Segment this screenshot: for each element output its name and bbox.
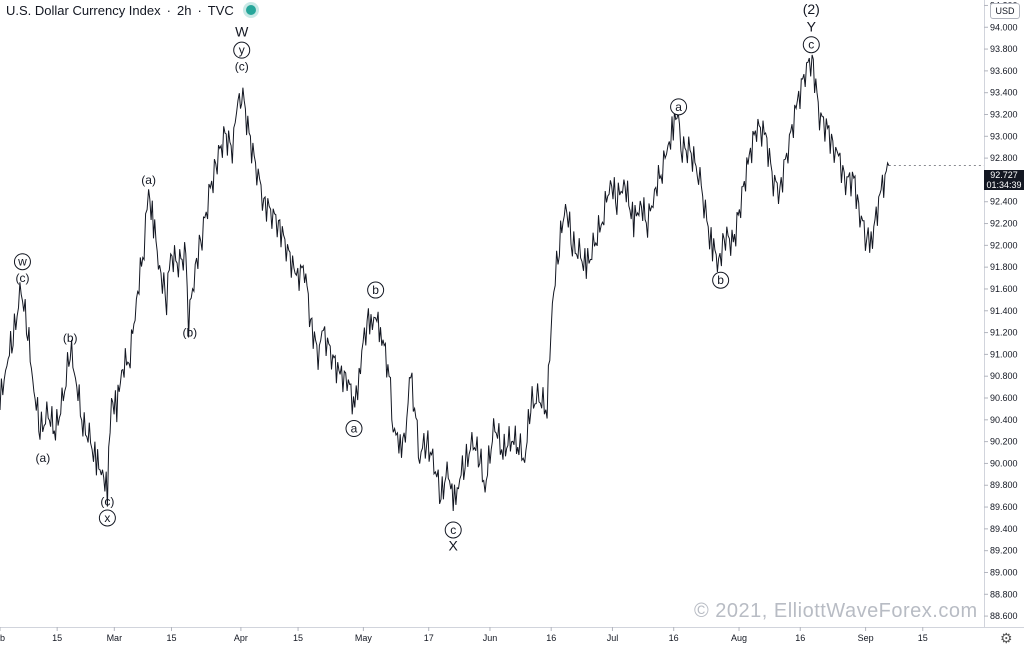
wave-label: y (239, 43, 245, 57)
time-axis-label: 16 (546, 633, 556, 643)
price-axis-label: 93.800 (990, 44, 1018, 54)
wave-label: (b) (183, 326, 198, 340)
price-axis-label: 89.200 (990, 546, 1018, 556)
symbol-name[interactable]: U.S. Dollar Currency Index (6, 2, 161, 18)
price-axis-label: 91.400 (990, 306, 1018, 316)
wave-label: X (449, 537, 459, 553)
price-axis-label: 93.600 (990, 66, 1018, 76)
price-axis-label: 89.600 (990, 502, 1018, 512)
price-axis-label: 91.000 (990, 349, 1018, 359)
last-price: 92.727 (990, 170, 1018, 180)
wave-label: a (675, 100, 682, 114)
price-axis-label: 89.800 (990, 480, 1018, 490)
wave-label: (2) (803, 1, 820, 17)
wave-label: (a) (141, 173, 156, 187)
wave-label-circle (444, 521, 462, 539)
wave-label: b (717, 273, 724, 287)
wave-label: Y (807, 18, 817, 34)
wave-label-circle (98, 509, 116, 527)
interval-label[interactable]: 2h (176, 2, 192, 18)
time-axis-label: Sep (858, 633, 874, 643)
price-axis-label: 89.000 (990, 567, 1018, 577)
chart-legend: U.S. Dollar Currency Index · 2h · TVC (6, 0, 256, 20)
time-axis-label: 16 (669, 633, 679, 643)
price-axis-label: 90.600 (990, 393, 1018, 403)
separator: · (197, 2, 202, 18)
time-axis-label: 15 (52, 633, 62, 643)
price-axis-label: 88.600 (990, 611, 1018, 621)
price-axis-label: 88.800 (990, 589, 1018, 599)
last-price-tag: 92.727 01:34:39 (984, 170, 1024, 190)
wave-label: (c) (100, 495, 114, 509)
time-axis-label: Mar (107, 633, 123, 643)
time-axis-label: May (355, 633, 373, 643)
wave-label: a (351, 422, 358, 436)
price-axis-label: 93.200 (990, 109, 1018, 119)
wave-label-circle (13, 253, 31, 271)
time-axis-label: Apr (234, 633, 248, 643)
price-axis-label: 93.000 (990, 131, 1018, 141)
time-axis-label: 15 (918, 633, 928, 643)
time-axis-label: eb (0, 633, 5, 643)
wave-label: (a) (36, 451, 51, 465)
currency-label: USD (995, 6, 1015, 16)
bar-countdown: 01:34:39 (986, 180, 1022, 190)
currency-button[interactable]: USD (990, 3, 1020, 19)
wave-label-circle (802, 36, 820, 54)
price-axis-label: 91.200 (990, 328, 1018, 338)
wave-label-circle (345, 420, 363, 438)
time-axis-label: 16 (795, 633, 805, 643)
price-axis-label: 89.400 (990, 524, 1018, 534)
separator: · (166, 2, 171, 18)
wave-label: W (235, 24, 249, 40)
source-label: TVC (207, 2, 234, 18)
watermark: © 2021, ElliottWaveForex.com (694, 600, 978, 622)
wave-label-circle (367, 281, 385, 299)
wave-label: (b) (63, 331, 78, 345)
market-status-icon[interactable] (245, 5, 256, 15)
price-axis-label: 90.800 (990, 371, 1018, 381)
time-axis-label: Jun (483, 633, 498, 643)
wave-label: c (450, 523, 456, 537)
price-axis-label: 92.000 (990, 240, 1018, 250)
price-axis-label: 91.800 (990, 262, 1018, 272)
wave-label: b (372, 283, 379, 297)
wave-label: w (17, 255, 27, 269)
price-axis-label: 90.200 (990, 437, 1018, 447)
wave-label: (c) (15, 271, 29, 285)
price-axis-label: 90.400 (990, 415, 1018, 425)
settings-gear-icon[interactable]: ⚙ (1000, 630, 1013, 646)
price-axis-label: 92.800 (990, 153, 1018, 163)
wave-label-circle (712, 271, 730, 289)
price-axis-label: 90.000 (990, 458, 1018, 468)
price-axis-label: 92.200 (990, 219, 1018, 229)
wave-label-circle (233, 41, 251, 59)
wave-label: x (104, 511, 110, 525)
price-axis-label: 93.400 (990, 88, 1018, 98)
price-series-line[interactable] (0, 54, 890, 512)
time-axis-label: 15 (293, 633, 303, 643)
price-axis-label: 92.400 (990, 197, 1018, 207)
time-axis-label: 15 (166, 633, 176, 643)
price-axis-label: 91.600 (990, 284, 1018, 294)
price-axis-label: 94.000 (990, 22, 1018, 32)
wave-label: (c) (235, 60, 249, 74)
wave-label-circle (670, 98, 688, 116)
time-axis-label: Aug (731, 633, 747, 643)
wave-label: c (808, 38, 814, 52)
time-axis-label: Jul (607, 633, 619, 643)
time-axis-label: 17 (424, 633, 434, 643)
